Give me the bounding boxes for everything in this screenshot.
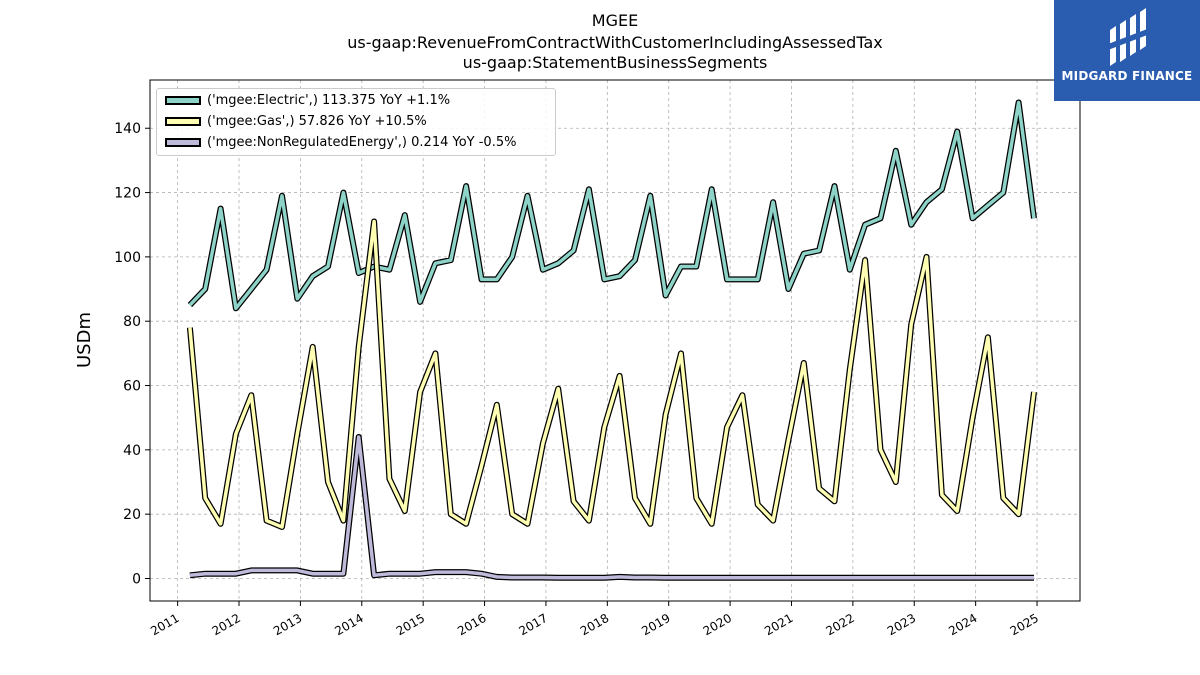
legend-item-nonregulated: ('mgee:NonRegulatedEnergy',) 0.214 YoY -… xyxy=(165,135,516,151)
legend-swatch-gas xyxy=(165,117,201,126)
x-tick-label: 2019 xyxy=(639,611,672,638)
x-tick-label: 2022 xyxy=(823,611,856,638)
series-line-0 xyxy=(188,100,1036,311)
y-tick-label: 0 xyxy=(132,571,141,587)
x-tick-label: 2025 xyxy=(1008,611,1041,638)
y-tick-label: 40 xyxy=(123,443,141,459)
x-tick-label: 2016 xyxy=(455,611,488,638)
x-tick-label: 2013 xyxy=(271,611,304,638)
x-tick-label: 2011 xyxy=(148,611,181,638)
chart-subtitle-axis: us-gaap:StatementBusinessSegments xyxy=(462,53,768,72)
brand-logo: MIDGARD FINANCE xyxy=(1054,0,1200,101)
y-axis-label: USDm xyxy=(74,312,95,368)
x-tick-label: 2017 xyxy=(517,611,550,638)
series-line-2 xyxy=(189,435,1034,580)
y-tick-label: 140 xyxy=(114,121,141,137)
legend: ('mgee:Electric',) 113.375 YoY +1.1% ('m… xyxy=(156,88,556,156)
x-tick-label: 2014 xyxy=(332,611,365,638)
x-tick-label: 2015 xyxy=(394,611,427,638)
chart-subtitle-concept: us-gaap:RevenueFromContractWithCustomerI… xyxy=(347,33,883,52)
chart-title: MGEE xyxy=(591,11,639,30)
x-tick-label: 2018 xyxy=(578,611,611,638)
series-line-1 xyxy=(188,219,1036,529)
x-tick-label: 2021 xyxy=(762,611,795,638)
x-tick-label: 2012 xyxy=(210,611,243,638)
x-tick-label: 2024 xyxy=(946,611,979,638)
legend-label-electric: ('mgee:Electric',) 113.375 YoY +1.1% xyxy=(207,93,451,108)
x-tick-label: 2023 xyxy=(885,611,918,638)
legend-swatch-nonregulated xyxy=(165,138,201,147)
logo-mark-icon xyxy=(1108,8,1150,66)
logo-text: MIDGARD FINANCE xyxy=(1061,69,1193,83)
y-tick-label: 20 xyxy=(123,507,141,523)
plot-area xyxy=(150,80,1080,601)
y-tick-label: 120 xyxy=(114,186,141,202)
legend-item-gas: ('mgee:Gas',) 57.826 YoY +10.5% xyxy=(165,114,427,130)
legend-swatch-electric xyxy=(165,96,201,105)
legend-label-nonregulated: ('mgee:NonRegulatedEnergy',) 0.214 YoY -… xyxy=(207,135,517,150)
y-tick-label: 80 xyxy=(123,314,141,330)
legend-label-gas: ('mgee:Gas',) 57.826 YoY +10.5% xyxy=(207,114,427,129)
series-group xyxy=(186,99,1037,581)
legend-item-electric: ('mgee:Electric',) 113.375 YoY +1.1% xyxy=(165,93,450,109)
x-tick-label: 2020 xyxy=(701,611,734,638)
y-tick-label: 60 xyxy=(123,379,141,395)
y-tick-label: 100 xyxy=(114,250,141,266)
plot-frame xyxy=(149,79,1081,602)
